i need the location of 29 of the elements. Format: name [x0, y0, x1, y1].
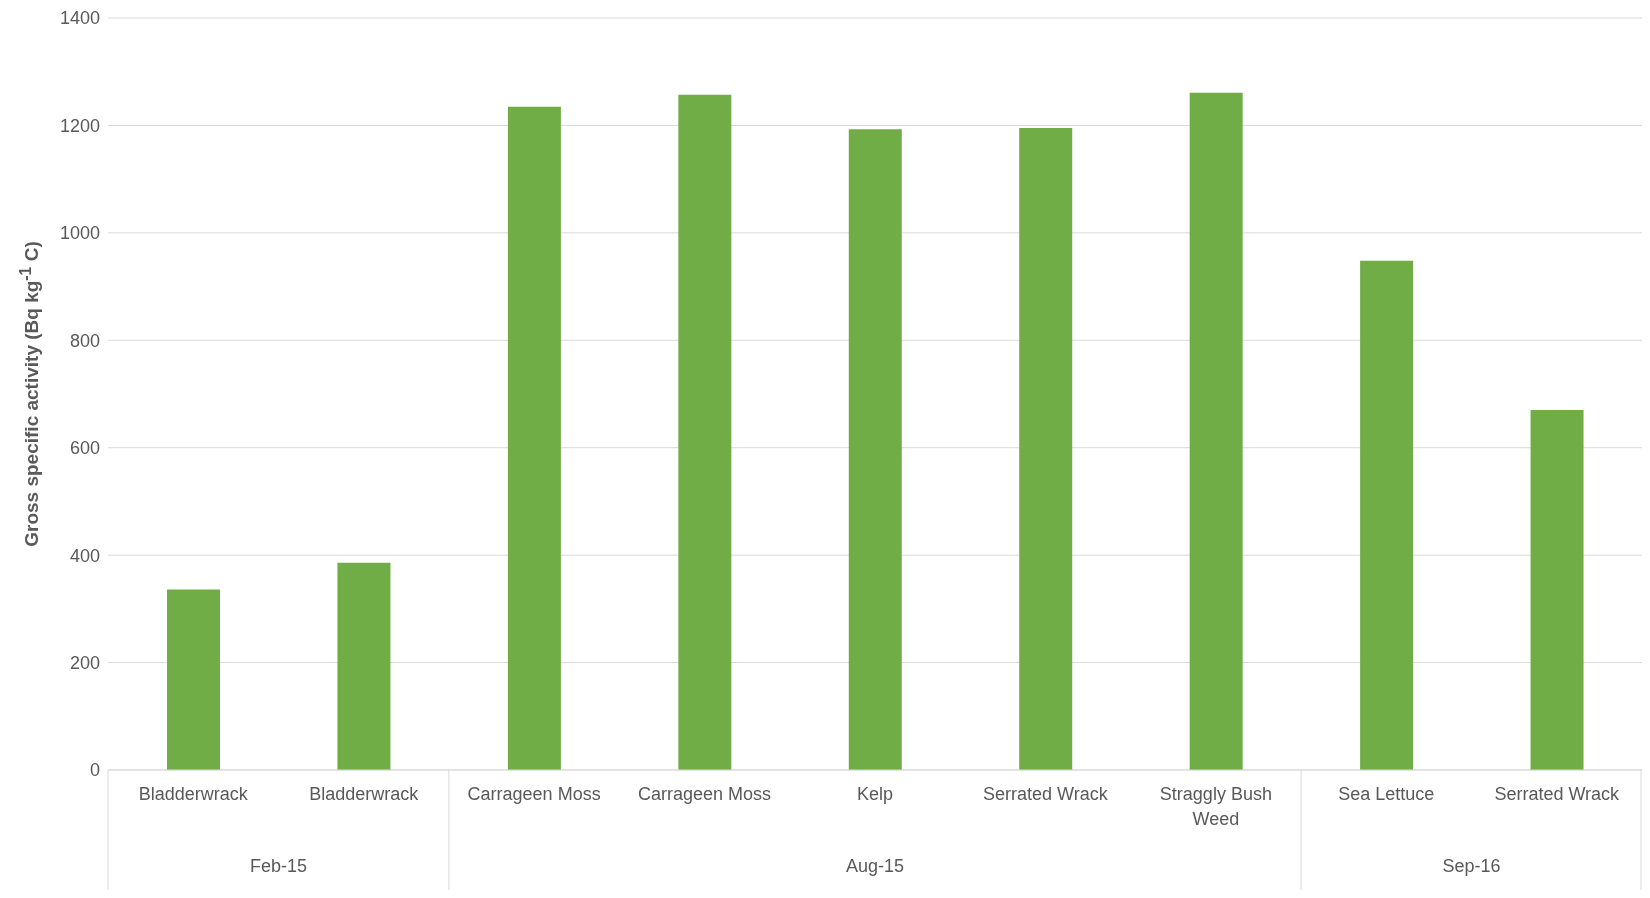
bar: [1189, 92, 1243, 770]
x-tick-label: Carrageen Moss: [638, 784, 772, 804]
x-tick-label: Sea Lettuce: [1338, 784, 1435, 804]
x-tick-label: Bladderwrack: [309, 784, 420, 804]
text: Feb-15: [249, 856, 307, 876]
y-tick-label: 600: [69, 438, 100, 459]
y-tick-label: 0: [89, 760, 100, 781]
x-tick-label: Serrated Wrack: [1494, 784, 1621, 804]
bar: [1530, 410, 1584, 770]
bar: [167, 589, 220, 770]
text: Sep-16: [1442, 856, 1501, 876]
y-tick-label: 1000: [59, 223, 100, 244]
bar: [1019, 128, 1073, 770]
bar: [848, 129, 902, 770]
y-tick-label: 800: [69, 330, 100, 351]
bar: [678, 94, 732, 770]
text: Aug-15: [845, 856, 905, 876]
x-tick-label: Straggly Bush Weed: [1159, 784, 1272, 829]
bar: [507, 106, 561, 770]
x-tick-label: Kelp: [856, 784, 894, 804]
y-tick-label: 1200: [59, 115, 100, 136]
x-tick-label: Serrated Wrack: [983, 784, 1109, 804]
y-tick-label: 400: [69, 545, 100, 566]
y-tick-label: 1400: [59, 8, 100, 29]
bar: [1360, 260, 1414, 770]
y-tick-label: 200: [69, 652, 100, 673]
bar: [337, 562, 391, 770]
x-tick-label: Bladderwrack: [138, 784, 249, 804]
x-tick-label: Carrageen Moss: [467, 784, 601, 804]
